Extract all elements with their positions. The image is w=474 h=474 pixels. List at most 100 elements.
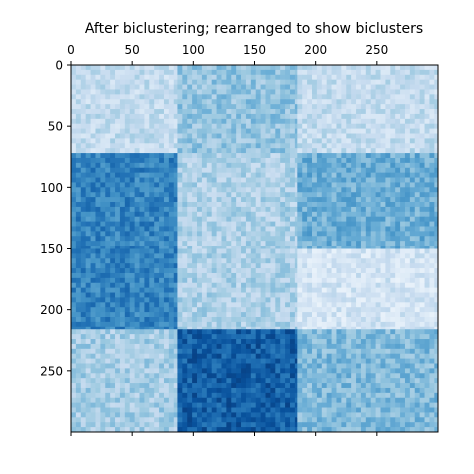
heatmap-cell [139, 417, 145, 423]
heatmap-cell [360, 226, 367, 232]
heatmap-cell [390, 133, 396, 139]
heatmap-cell [201, 226, 208, 232]
heatmap-cell [216, 138, 222, 144]
heatmap-cell [365, 133, 372, 139]
heatmap-cell [187, 246, 193, 249]
heatmap-cell [201, 241, 208, 247]
heatmap-cell [390, 246, 396, 249]
heatmap-cell [331, 236, 337, 242]
heatmap-cell [356, 157, 362, 164]
heatmap-cell [346, 272, 352, 279]
heatmap-cell [144, 65, 150, 71]
heatmap-cell [192, 297, 198, 303]
heatmap-cell [400, 321, 406, 328]
heatmap-cell [95, 211, 101, 218]
heatmap-cell [341, 69, 347, 76]
heatmap-cell [90, 211, 96, 218]
heatmap-cell [312, 211, 318, 218]
heatmap-cell [105, 348, 111, 355]
heatmap-cell [294, 182, 298, 188]
heatmap-cell [302, 287, 308, 293]
heatmap-cell [331, 118, 337, 125]
heatmap-cell [211, 206, 217, 213]
heatmap-cell [265, 258, 271, 264]
heatmap-cell [134, 211, 140, 218]
heatmap-cell [404, 109, 411, 115]
heatmap-cell [115, 143, 121, 149]
heatmap-cell [356, 236, 362, 242]
heatmap-cell [400, 292, 406, 298]
heatmap-cell [424, 182, 430, 188]
heatmap-cell [110, 216, 116, 222]
heatmap-cell [409, 133, 416, 139]
heatmap-cell [321, 133, 328, 139]
heatmap-cell [360, 94, 367, 100]
heatmap-cell [197, 272, 203, 279]
heatmap-cell [149, 113, 155, 120]
heatmap-cell [168, 99, 175, 105]
heatmap-cell [201, 339, 208, 345]
heatmap-cell [289, 387, 296, 394]
heatmap-cell [316, 231, 323, 237]
heatmap-cell [390, 282, 396, 289]
heatmap-cell [356, 177, 362, 183]
heatmap-cell [177, 74, 183, 81]
heatmap-cell [280, 329, 286, 335]
heatmap-cell [336, 65, 342, 71]
heatmap-cell [414, 133, 421, 139]
heatmap-cell [275, 373, 281, 379]
heatmap-cell [168, 138, 175, 144]
heatmap-cell [365, 79, 372, 85]
heatmap-cell [71, 157, 77, 164]
heatmap-cell [414, 258, 421, 264]
heatmap-cell [80, 258, 87, 264]
heatmap-cell [346, 221, 352, 227]
heatmap-cell [331, 153, 337, 159]
heatmap-cell [105, 84, 111, 90]
heatmap-cell [129, 397, 136, 404]
heatmap-cell [429, 148, 435, 154]
heatmap-cell [346, 99, 352, 105]
heatmap-cell [390, 302, 396, 308]
heatmap-cell [75, 422, 82, 428]
heatmap-cell [154, 353, 160, 359]
heatmap-cell [316, 84, 323, 90]
heatmap-cell [149, 69, 155, 76]
heatmap-cell [226, 236, 232, 242]
heatmap-cell [375, 143, 381, 149]
heatmap-cell [139, 302, 145, 308]
heatmap-cell [434, 297, 439, 303]
heatmap-cell [182, 282, 188, 289]
heatmap-cell [124, 94, 131, 100]
heatmap-cell [424, 236, 430, 242]
heatmap-cell [105, 287, 111, 293]
heatmap-cell [321, 211, 328, 218]
heatmap-cell [226, 241, 232, 247]
heatmap-cell [119, 133, 126, 139]
heatmap-cell [149, 133, 155, 139]
heatmap-cell [216, 177, 222, 183]
heatmap-cell [110, 312, 116, 318]
heatmap-cell [206, 172, 213, 178]
heatmap-cell [351, 317, 357, 323]
heatmap-cell [365, 192, 372, 198]
heatmap-cell [182, 177, 188, 183]
heatmap-cell [154, 387, 160, 394]
heatmap-cell [351, 253, 357, 259]
heatmap-cell [326, 277, 332, 284]
heatmap-cell [110, 162, 116, 169]
heatmap-cell [168, 287, 175, 293]
heatmap-cell [294, 368, 298, 374]
heatmap-cell [75, 231, 82, 237]
heatmap-cell [168, 109, 175, 115]
heatmap-cell [115, 241, 121, 247]
heatmap-cell [75, 358, 82, 364]
heatmap-cell [255, 321, 262, 328]
heatmap-cell [221, 392, 227, 399]
heatmap-cell [71, 84, 77, 90]
heatmap-cell [85, 99, 91, 105]
heatmap-cell [134, 268, 140, 274]
heatmap-cell [414, 157, 421, 164]
heatmap-cell [85, 412, 91, 418]
heatmap-cell [211, 378, 217, 384]
